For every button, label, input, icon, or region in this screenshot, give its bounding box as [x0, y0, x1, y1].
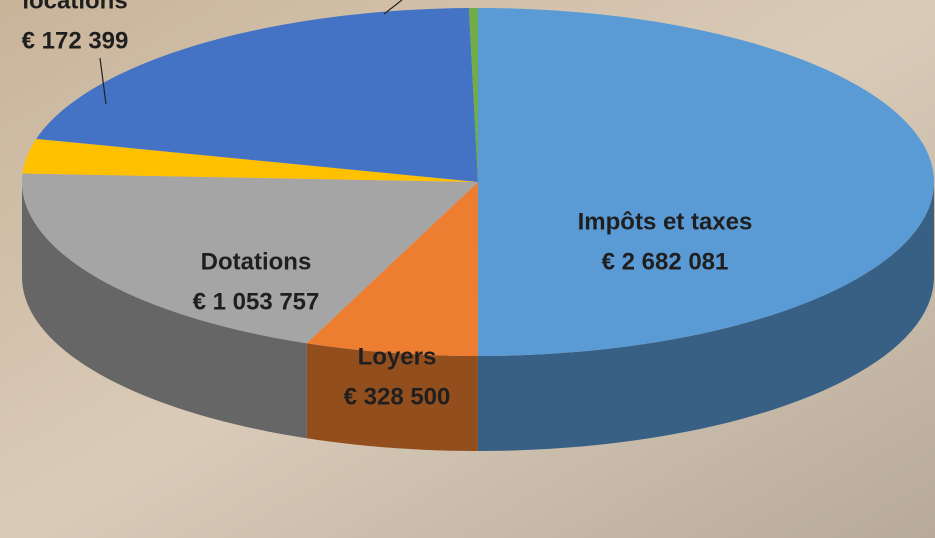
pie-slice	[22, 138, 479, 182]
labels: Impôts et taxes € 2 682 081 Loyers € 328 50…	[22, 0, 753, 410]
slice-label: locations	[22, 0, 127, 14]
slice-label: Impôts et taxes	[578, 208, 753, 235]
pie-side	[477, 182, 934, 451]
value-label: € 328 500	[344, 383, 451, 410]
slice-label: Dotations	[201, 248, 312, 275]
value-label: € 172 399	[22, 27, 129, 54]
value-label: € 2 682 081	[602, 248, 729, 275]
pie-slice	[468, 8, 478, 182]
pie-slice	[36, 8, 478, 183]
leader-line	[383, 0, 403, 15]
leader-line	[99, 57, 107, 105]
pie-slice	[306, 182, 478, 356]
pie-slice	[477, 8, 934, 356]
pie	[22, 8, 934, 451]
pie-slice	[22, 173, 478, 344]
slice-label: Loyers	[358, 343, 437, 370]
pie-side	[22, 182, 307, 439]
pie-side	[306, 343, 478, 451]
value-label: € 1 053 757	[193, 288, 320, 315]
